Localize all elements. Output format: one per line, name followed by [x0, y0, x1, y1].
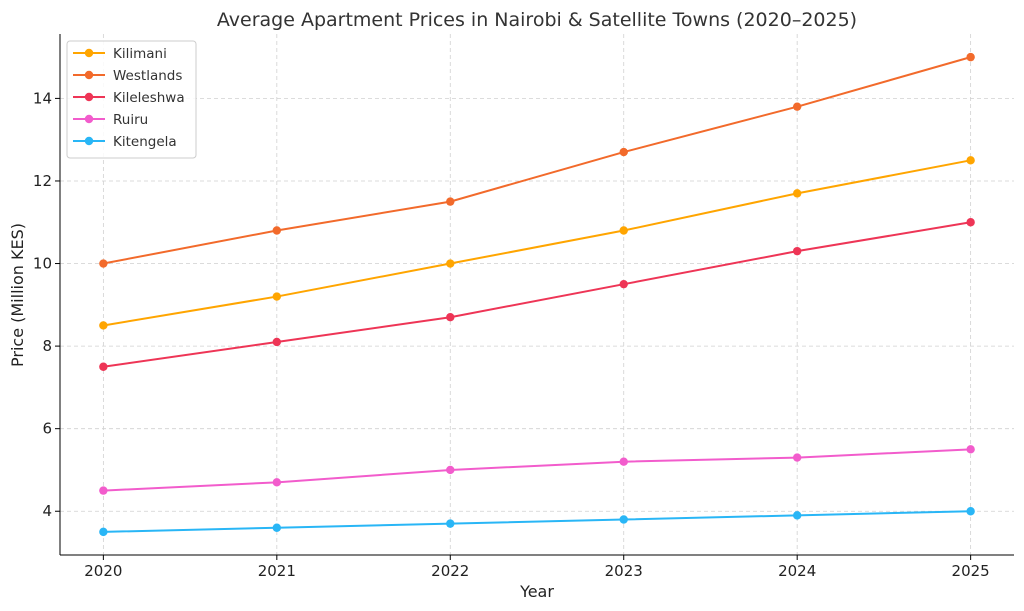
chart-title: Average Apartment Prices in Nairobi & Sa… — [217, 9, 857, 31]
data-point-ruiru — [792, 453, 802, 462]
y-tick-label: 8 — [42, 337, 52, 355]
data-point-kitengela — [99, 527, 108, 537]
data-point-kitengela — [272, 523, 282, 532]
data-point-westlands — [619, 147, 628, 157]
legend-label: Kilimani — [113, 46, 167, 62]
legend-label: Westlands — [113, 68, 182, 84]
data-point-kileleshwa — [99, 362, 108, 371]
legend-box — [66, 40, 197, 159]
data-point-kilimani — [966, 156, 975, 165]
data-point-westlands — [792, 102, 802, 111]
data-point-kilimani — [446, 259, 455, 268]
series-kitengela — [99, 507, 975, 537]
series-kilimani — [99, 156, 975, 330]
data-point-kileleshwa — [619, 279, 628, 289]
series-line-kileleshwa — [103, 221, 971, 368]
y-axis-ticks: 4 6 8 10 12 14 — [33, 89, 60, 520]
legend-swatch-marker — [84, 48, 94, 58]
y-axis-label: Price (Million KES) — [8, 223, 27, 367]
x-axis-ticks: 2020 2021 2022 2023 2024 2025 — [84, 555, 990, 580]
data-point-westlands — [272, 226, 282, 235]
x-axis-label: Year — [519, 582, 554, 601]
series-kileleshwa — [99, 218, 975, 371]
x-tick-label: 2020 — [84, 562, 122, 580]
legend-item: Kitengela — [73, 134, 177, 150]
series-layer — [99, 52, 975, 537]
legend-swatch-marker — [84, 136, 94, 146]
data-point-ruiru — [966, 445, 975, 454]
legend-item: Kileleshwa — [73, 90, 185, 106]
grid-lines — [60, 34, 1014, 555]
legend-swatch-marker — [84, 70, 94, 80]
legend: Kilimani Westlands Kileleshwa Ruiru Kitengel… — [66, 40, 197, 159]
data-point-ruiru — [99, 486, 108, 495]
data-point-kileleshwa — [966, 218, 975, 227]
data-point-ruiru — [446, 465, 455, 475]
legend-item: Kilimani — [73, 46, 167, 62]
series-ruiru — [99, 445, 975, 495]
data-point-kitengela — [446, 519, 455, 528]
y-tick-label: 14 — [33, 89, 52, 107]
series-westlands — [99, 52, 975, 268]
data-point-kileleshwa — [792, 246, 802, 256]
y-tick-label: 6 — [42, 420, 52, 438]
data-point-westlands — [966, 52, 975, 62]
data-point-kilimani — [619, 226, 628, 235]
legend-swatch-marker — [84, 114, 94, 124]
axes — [59, 34, 1014, 556]
y-tick-label: 10 — [33, 255, 52, 273]
legend-label: Kileleshwa — [113, 90, 185, 106]
series-line-kitengela — [103, 510, 971, 533]
data-point-kilimani — [272, 292, 282, 301]
data-point-kileleshwa — [272, 337, 282, 347]
y-tick-label: 12 — [33, 172, 52, 190]
legend-item: Ruiru — [73, 112, 148, 128]
y-tick-label: 4 — [42, 502, 52, 520]
data-point-westlands — [446, 197, 455, 206]
series-line-kilimani — [103, 159, 971, 327]
x-tick-label: 2022 — [431, 562, 469, 580]
legend-label: Ruiru — [113, 112, 148, 128]
legend-swatch-marker — [84, 92, 94, 102]
data-point-ruiru — [272, 478, 282, 487]
series-line-westlands — [103, 56, 971, 265]
x-tick-label: 2024 — [778, 562, 816, 580]
data-point-kitengela — [966, 507, 975, 516]
data-point-kitengela — [792, 511, 802, 520]
legend-item: Westlands — [73, 68, 182, 84]
x-tick-label: 2021 — [258, 562, 296, 580]
legend-label: Kitengela — [113, 134, 177, 150]
data-point-kileleshwa — [446, 313, 455, 322]
data-point-westlands — [99, 259, 108, 268]
data-point-ruiru — [619, 457, 628, 466]
x-tick-label: 2023 — [605, 562, 643, 580]
data-point-kitengela — [619, 515, 628, 524]
x-tick-label: 2025 — [952, 562, 990, 580]
series-line-ruiru — [103, 448, 971, 492]
data-point-kilimani — [792, 189, 802, 198]
data-point-kilimani — [99, 321, 108, 330]
